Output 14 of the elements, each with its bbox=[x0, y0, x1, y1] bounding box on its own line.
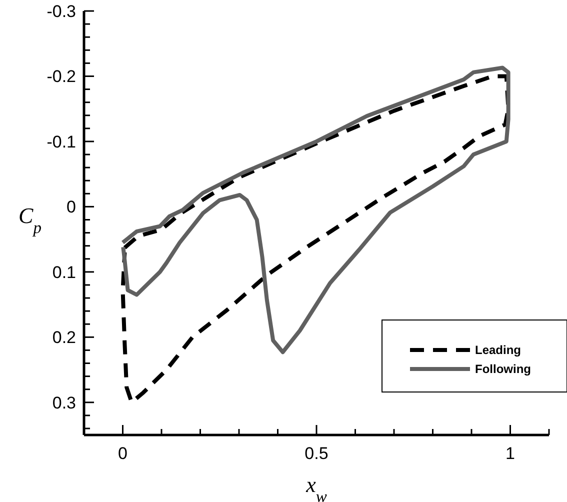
y-tick-label: 0.2 bbox=[52, 328, 76, 348]
legend-label: Leading bbox=[475, 343, 522, 357]
x-tick-label: 0 bbox=[118, 444, 128, 463]
y-tick-label: 0.1 bbox=[52, 262, 76, 282]
x-tick-label: 1 bbox=[506, 444, 515, 463]
y-axis-title: C$_{p}$ bbox=[18, 203, 42, 236]
y-tick-label: 0.3 bbox=[52, 393, 76, 412]
y-tick-label: -0.3 bbox=[46, 2, 76, 21]
legend-label: Following bbox=[475, 362, 531, 376]
y-tick-label: -0.1 bbox=[46, 132, 76, 152]
x-axis-title: x$_{w}$ bbox=[305, 472, 327, 502]
y-tick-label: -0.2 bbox=[46, 67, 76, 86]
y-tick-label: 0 bbox=[66, 198, 76, 217]
x-tick-label: 0.5 bbox=[304, 444, 328, 463]
